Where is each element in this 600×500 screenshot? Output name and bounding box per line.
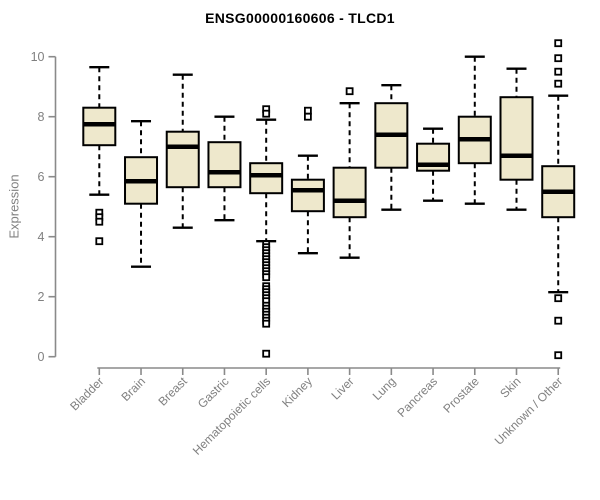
outlier-point [554,54,563,63]
y-tick-label: 6 [38,170,45,184]
outlier-point [95,217,104,226]
outlier-point [95,237,104,246]
box-breast [165,73,200,229]
x-tick-label-pancreas: Pancreas [394,374,440,420]
y-axis: 0 2 4 6 8 10 [31,50,57,364]
iqr-box [165,130,200,189]
box-kidney [290,106,325,255]
y-tick-label: 10 [31,50,45,64]
outlier-point [303,106,312,115]
outlier-point [554,294,563,303]
x-tick-label-breast: Breast [155,374,190,409]
iqr-box [249,162,284,195]
outlier-point [262,319,271,328]
outlier-point [262,109,271,118]
box-lung [374,83,409,211]
box-hematopoietic-cells [249,105,284,358]
box-gastric [207,115,242,222]
iqr-box [290,178,325,213]
outlier-point [262,349,271,358]
x-tick-label-skin: Skin [497,374,523,400]
outlier-point [554,39,563,48]
box-pancreas [416,127,451,202]
y-tick-label: 2 [38,290,45,304]
outlier-point [554,67,563,76]
x-tick-label-gastric: Gastric [195,374,232,411]
x-tick-label-lung: Lung [370,374,399,403]
y-tick-label: 4 [38,230,45,244]
y-tick-label: 0 [38,350,45,364]
x-tick-label-kidney: Kidney [279,374,315,410]
y-tick-label: 8 [38,110,45,124]
box-unknown-other [541,39,576,360]
outlier-point [554,79,563,88]
iqr-box [499,96,534,181]
outlier-point [262,273,271,282]
box-skin [499,67,534,211]
x-tick-label-liver: Liver [328,374,356,402]
iqr-box [332,166,367,219]
chart-title: ENSG00000160606 - TLCD1 [205,10,395,26]
x-tick-label-prostate: Prostate [440,374,482,416]
box-brain [124,119,159,268]
box-bladder [82,65,117,246]
outlier-point [554,316,563,325]
outlier-point [345,87,354,96]
outlier-point [554,351,563,360]
x-tick-label-brain: Brain [118,374,148,404]
outlier-point [303,112,312,121]
x-tick-label-bladder: Bladder [67,374,106,413]
iqr-box [207,141,242,189]
x-tick-label-hematopoietic-cells: Hematopoietic cells [190,374,273,457]
box-prostate [457,55,492,205]
box-liver [332,87,367,259]
